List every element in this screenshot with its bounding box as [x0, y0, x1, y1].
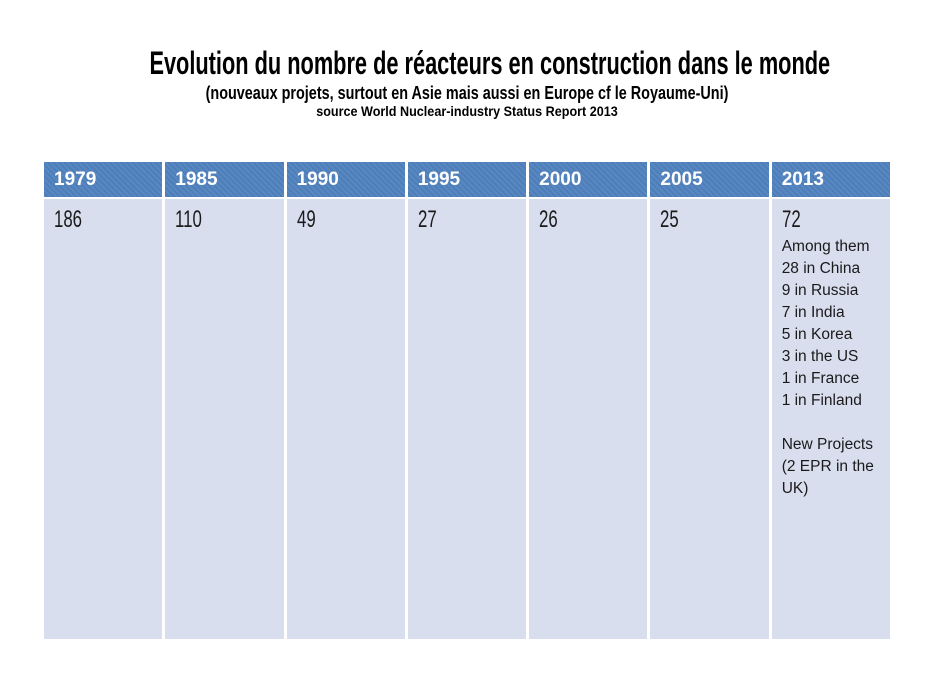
column-header-2013: 2013 [771, 162, 890, 197]
cell-value: 110 [175, 206, 203, 233]
detail-line: Among them [781, 238, 870, 255]
table-column-1990: 1990 49 [286, 162, 405, 639]
column-header-1995: 1995 [407, 162, 527, 197]
reactors-under-construction-table: 1979 186 1985 110 1990 49 1995 27 2000 [44, 162, 890, 639]
table-cell-1979: 186 [44, 199, 163, 639]
table-column-1979: 1979 186 [44, 162, 163, 639]
cell-details-2013: Among them 28 in China 9 in Russia 7 in Ind… [782, 236, 881, 500]
detail-line: 1 in Finland [781, 392, 862, 409]
table-cell-2000: 26 [529, 199, 648, 639]
cell-value: 49 [296, 206, 316, 233]
page-title: Evolution du nombre de réacteurs en cons… [149, 45, 831, 81]
detail-line: 28 in China [781, 260, 861, 277]
detail-line [782, 412, 881, 434]
cell-value: 27 [417, 206, 437, 233]
detail-line: 9 in Russia [781, 282, 859, 299]
page-subtitle: (nouveaux projets, surtout en Asie mais … [205, 83, 729, 103]
column-header-1985: 1985 [165, 162, 284, 197]
detail-line: 5 in Korea [781, 326, 853, 343]
table-cell-1985: 110 [165, 199, 284, 639]
cell-value: 186 [54, 206, 83, 233]
column-header-1990: 1990 [286, 162, 405, 197]
detail-line: 3 in the US [781, 348, 859, 365]
table-cell-2013: 72 Among them 28 in China 9 in Russia 7 in … [771, 199, 890, 639]
column-header-1979: 1979 [44, 162, 163, 197]
column-header-2000: 2000 [529, 162, 648, 197]
table-cell-1995: 27 [407, 199, 527, 639]
cell-value: 26 [539, 206, 558, 233]
table-cell-1990: 49 [286, 199, 405, 639]
table-column-2000: 2000 26 [529, 162, 648, 639]
cell-value: 25 [660, 206, 680, 233]
table-column-1995: 1995 27 [407, 162, 527, 639]
detail-line: New Projects [781, 436, 873, 453]
table-column-2013: 2013 72 Among them 28 in China 9 in Russia… [771, 162, 890, 639]
detail-line: 1 in France [781, 370, 860, 387]
table-column-1985: 1985 110 [165, 162, 284, 639]
source-line: source World Nuclear-industry Status Rep… [316, 103, 618, 119]
cell-value: 72 [781, 206, 801, 233]
table-column-2005: 2005 25 [650, 162, 769, 639]
detail-line: UK) [781, 480, 809, 497]
detail-line: (2 EPR in the [781, 458, 874, 475]
detail-line: 7 in India [781, 304, 845, 321]
table-cell-2005: 25 [650, 199, 769, 639]
column-header-2005: 2005 [650, 162, 769, 197]
